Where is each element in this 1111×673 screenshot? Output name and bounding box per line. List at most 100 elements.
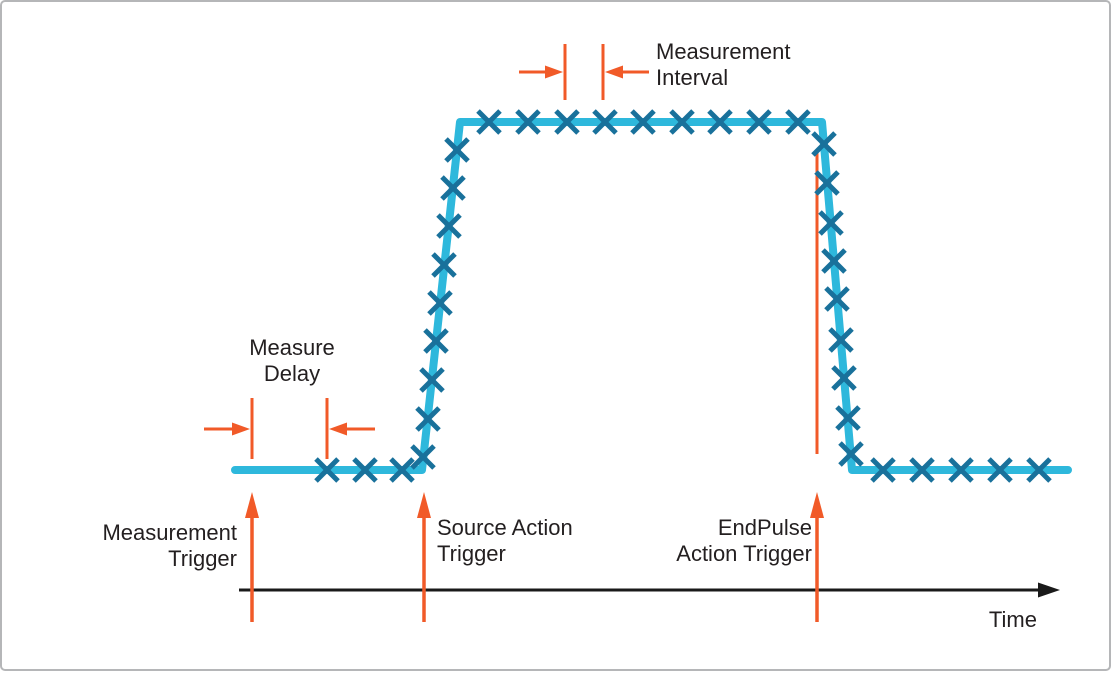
sample-marker xyxy=(423,328,449,354)
sample-marker-stroke xyxy=(444,137,470,163)
time-axis-arrowhead xyxy=(1038,582,1060,598)
sample-marker-stroke xyxy=(824,286,850,312)
sample-marker-stroke xyxy=(314,457,340,483)
sample-marker-stroke xyxy=(835,405,861,431)
measurement-trigger-label: Measurement Trigger xyxy=(37,520,237,572)
sample-marker xyxy=(476,109,502,135)
sample-marker xyxy=(909,457,935,483)
sample-marker-stroke xyxy=(431,252,457,278)
sample-marker-stroke xyxy=(870,457,896,483)
measure-delay-marker xyxy=(204,398,375,459)
source-action-trigger-label: Source Action Trigger xyxy=(437,515,573,567)
sample-marker xyxy=(835,405,861,431)
sample-marker xyxy=(987,457,1013,483)
sample-marker xyxy=(870,457,896,483)
measurement-interval-line2: Interval xyxy=(656,65,729,90)
measurement-interval-label: Measurement Interval xyxy=(656,39,791,91)
endpulse-action-trigger-line2: Action Trigger xyxy=(676,541,812,566)
sample-marker xyxy=(554,109,580,135)
sample-marker-stroke xyxy=(838,441,864,467)
sample-marker xyxy=(814,170,840,196)
measurement-interval-marker-left-arrow-head xyxy=(545,65,563,79)
sample-marker xyxy=(314,457,340,483)
sample-marker-stroke xyxy=(821,248,847,274)
sample-marker xyxy=(746,109,772,135)
endpulse-action-trigger-arrow-head xyxy=(810,492,824,518)
sample-marker-stroke xyxy=(909,457,935,483)
sample-marker-stroke xyxy=(630,109,656,135)
sample-marker-stroke xyxy=(389,457,415,483)
sample-marker xyxy=(630,109,656,135)
measurement-trigger-arrow xyxy=(245,492,259,622)
sample-marker xyxy=(436,213,462,239)
sample-marker xyxy=(431,252,457,278)
sample-marker xyxy=(389,457,415,483)
sample-marker xyxy=(824,286,850,312)
measurement-trigger-arrow-head xyxy=(245,492,259,518)
sample-marker-stroke xyxy=(948,457,974,483)
measure-delay-label: Measure Delay xyxy=(217,335,367,387)
sample-marker-stroke xyxy=(410,444,436,470)
sample-marker xyxy=(1026,457,1052,483)
sample-marker xyxy=(415,406,441,432)
sample-marker xyxy=(352,457,378,483)
sample-marker xyxy=(818,210,844,236)
measure-delay-marker-right-arrow-head xyxy=(329,422,347,436)
sample-marker xyxy=(410,444,436,470)
sample-marker xyxy=(828,327,854,353)
sample-marker-stroke xyxy=(828,327,854,353)
sample-marker-stroke xyxy=(811,131,837,157)
source-action-trigger-line2: Trigger xyxy=(437,541,506,566)
sample-marker-stroke xyxy=(987,457,1013,483)
sample-marker xyxy=(515,109,541,135)
source-action-trigger-arrow-head xyxy=(417,492,431,518)
sample-marker xyxy=(419,367,445,393)
measurement-interval-marker xyxy=(519,44,649,100)
sample-marker-stroke xyxy=(423,328,449,354)
sample-marker xyxy=(592,109,618,135)
measurement-interval-line1: Measurement xyxy=(656,39,791,64)
sample-marker-stroke xyxy=(427,290,453,316)
sample-marker xyxy=(838,441,864,467)
sample-marker-stroke xyxy=(554,109,580,135)
sample-marker-stroke xyxy=(707,109,733,135)
sample-marker-stroke xyxy=(831,365,857,391)
measure-delay-line2: Delay xyxy=(263,361,321,386)
time-axis-label: Time xyxy=(988,607,1037,632)
sample-marker xyxy=(821,248,847,274)
sample-marker xyxy=(440,175,466,201)
sample-marker xyxy=(669,109,695,135)
source-action-trigger-arrow xyxy=(417,492,431,622)
endpulse-action-trigger-arrow xyxy=(810,492,824,622)
measurement-trigger-line1: Measurement xyxy=(102,520,237,545)
sample-marker-stroke xyxy=(1026,457,1052,483)
endpulse-action-trigger-label: EndPulse Action Trigger xyxy=(612,515,812,567)
measure-delay-line1: Measure xyxy=(249,335,335,360)
sample-marker-stroke xyxy=(436,213,462,239)
sample-marker xyxy=(427,290,453,316)
sample-marker-stroke xyxy=(785,109,811,135)
source-action-trigger-line1: Source Action xyxy=(437,515,573,540)
endpulse-action-trigger-line1: EndPulse xyxy=(717,515,812,540)
pulse-waveform xyxy=(231,118,1072,474)
sample-marker xyxy=(444,137,470,163)
sample-marker-stroke xyxy=(592,109,618,135)
measurement-interval-marker-right-arrow-head xyxy=(605,65,623,79)
sample-marker xyxy=(811,131,837,157)
sample-marker xyxy=(707,109,733,135)
sample-marker-stroke xyxy=(419,367,445,393)
sample-marker xyxy=(785,109,811,135)
sample-marker-stroke xyxy=(476,109,502,135)
sample-marker-stroke xyxy=(515,109,541,135)
sample-marker-stroke xyxy=(746,109,772,135)
sample-marker-stroke xyxy=(814,170,840,196)
sample-marker-stroke xyxy=(669,109,695,135)
measurement-trigger-line2: Trigger xyxy=(168,546,237,571)
sample-marker-stroke xyxy=(352,457,378,483)
sample-marker-stroke xyxy=(440,175,466,201)
sample-marker xyxy=(948,457,974,483)
measure-delay-marker-left-arrow-head xyxy=(232,422,250,436)
sample-marker xyxy=(831,365,857,391)
